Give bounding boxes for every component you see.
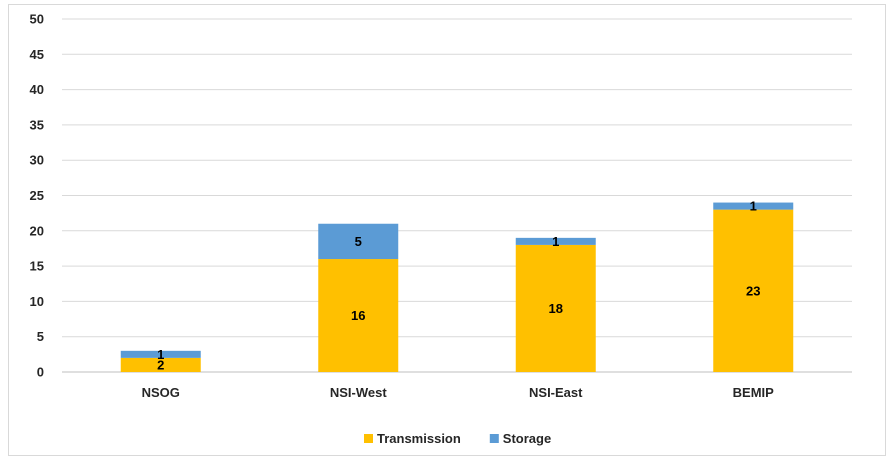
- y-tick-label: 35: [30, 117, 44, 132]
- bar-nsog-transmission: [120, 357, 201, 372]
- data-label-bemip-storage: 1: [750, 199, 757, 214]
- x-category-label: NSOG: [142, 385, 180, 400]
- data-label-nsog-storage: 1: [157, 347, 164, 362]
- bar-bemip-transmission: [713, 209, 794, 372]
- y-tick-label: 15: [30, 259, 44, 274]
- legend-label-transmission: Transmission: [377, 431, 461, 446]
- legend: Transmission Storage: [364, 431, 551, 446]
- data-label-nsog-transmission: 2: [157, 357, 164, 372]
- y-tick-label: 20: [30, 223, 44, 238]
- bar-nsi-west-transmission: [318, 259, 399, 372]
- y-tick-label: 45: [30, 47, 44, 62]
- y-tick-label: 30: [30, 153, 44, 168]
- data-label-nsi-east-storage: 1: [552, 234, 559, 249]
- y-tick-label: 25: [30, 188, 44, 203]
- bars: [120, 202, 794, 372]
- y-tick-label: 40: [30, 82, 44, 97]
- bar-nsi-east-transmission: [515, 244, 596, 372]
- x-category-label: NSI-East: [529, 385, 583, 400]
- legend-label-storage: Storage: [503, 431, 551, 446]
- data-label-bemip-transmission: 23: [746, 283, 760, 298]
- bar-nsog-storage: [120, 350, 201, 358]
- x-category-label: NSI-West: [330, 385, 387, 400]
- y-tick-label: 10: [30, 294, 44, 309]
- y-tick-label: 0: [37, 365, 44, 380]
- data-label-nsi-east-transmission: 18: [549, 301, 563, 316]
- x-category-label: BEMIP: [733, 385, 775, 400]
- bar-nsi-east-storage: [515, 237, 596, 245]
- legend-swatch-transmission: [364, 434, 373, 443]
- y-tick-label: 5: [37, 329, 44, 344]
- x-axis-category-labels: NSOG NSI-West NSI-East BEMIP: [142, 385, 775, 400]
- y-axis-tick-labels: 0 5 10 15 20 25 30 35 40 45 50: [30, 12, 44, 380]
- bar-nsi-west-storage: [318, 223, 399, 260]
- legend-swatch-storage: [489, 434, 499, 443]
- y-tick-label: 50: [30, 12, 44, 27]
- data-label-nsi-west-transmission: 16: [351, 308, 365, 323]
- bar-bemip-storage: [713, 202, 794, 210]
- data-label-nsi-west-storage: 5: [355, 234, 362, 249]
